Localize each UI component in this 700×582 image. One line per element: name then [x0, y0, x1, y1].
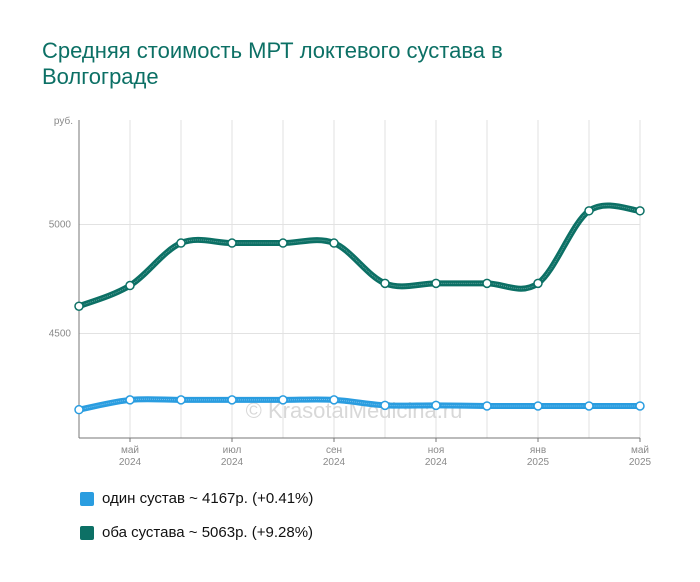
- x-tick-year: 2024: [323, 457, 346, 468]
- series-line-highlight-both-joints: [78, 205, 641, 307]
- data-point-both-joints: [380, 278, 390, 289]
- x-tick-month: май: [631, 445, 649, 456]
- x-tick-year: 2024: [119, 457, 142, 468]
- chart-title: Средняя стоимость МРТ локтевого сустава …: [42, 38, 503, 89]
- data-point-one-joint: [635, 401, 645, 411]
- data-point-both-joints: [584, 206, 594, 216]
- y-tick-label: 4500: [49, 328, 72, 339]
- x-tick-year: 2025: [629, 457, 652, 468]
- chart-axes: 45005000руб.май2024июл2024сен2024ноя2024…: [49, 115, 652, 468]
- legend-item-both-joints[interactable]: оба сустава ~ 5063р. (+9.28%): [80, 524, 313, 541]
- data-point-both-joints: [431, 278, 441, 289]
- x-tick-year: 2025: [527, 457, 550, 468]
- y-tick-label: 5000: [49, 220, 72, 231]
- x-tick-year: 2024: [425, 457, 448, 468]
- x-tick-month: май: [121, 445, 139, 456]
- legend-item-one-joint[interactable]: один сустав ~ 4167р. (+0.41%): [80, 490, 313, 507]
- legend-label-both-joints: оба сустава ~ 5063р. (+9.28%): [102, 524, 314, 541]
- legend-swatch-one-joint: [80, 491, 94, 506]
- x-tick-month: июл: [223, 445, 242, 456]
- data-point-one-joint: [329, 395, 339, 405]
- legend-swatch-both-joints: [80, 525, 94, 540]
- data-point-both-joints: [533, 278, 543, 289]
- data-point-one-joint: [380, 400, 390, 411]
- x-tick-month: янв: [530, 445, 546, 456]
- data-point-both-joints: [176, 238, 186, 248]
- y-unit-label: руб.: [54, 115, 73, 127]
- legend-label-one-joint: один сустав ~ 4167р. (+0.41%): [102, 490, 314, 507]
- chart-series: [74, 202, 645, 415]
- data-point-both-joints: [482, 278, 492, 289]
- data-point-one-joint: [482, 401, 492, 411]
- data-point-one-joint: [74, 404, 84, 415]
- data-point-both-joints: [227, 238, 237, 248]
- data-point-one-joint: [533, 401, 543, 411]
- data-point-one-joint: [584, 401, 594, 411]
- data-point-both-joints: [278, 238, 288, 248]
- data-point-both-joints: [635, 206, 645, 216]
- data-point-one-joint: [176, 395, 186, 405]
- x-tick-month: сен: [326, 445, 342, 456]
- data-point-one-joint: [431, 400, 441, 411]
- series-line-both-joints: [76, 202, 643, 310]
- x-tick-year: 2024: [221, 457, 244, 468]
- data-point-one-joint: [227, 395, 237, 405]
- x-tick-month: ноя: [428, 445, 445, 456]
- data-point-one-joint: [125, 395, 135, 405]
- chart-grid: [78, 120, 641, 438]
- data-point-both-joints: [329, 238, 339, 248]
- data-point-both-joints: [125, 280, 135, 291]
- data-point-both-joints: [74, 301, 84, 311]
- data-point-one-joint: [278, 395, 288, 405]
